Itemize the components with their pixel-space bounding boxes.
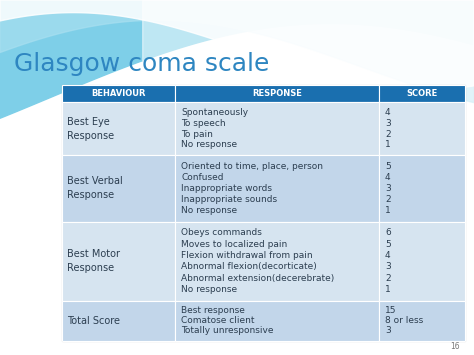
Text: Total Score: Total Score (67, 316, 120, 326)
Text: Inappropriate words: Inappropriate words (181, 184, 272, 193)
Bar (62, 85, 175, 102)
Text: 5: 5 (385, 162, 391, 171)
Text: 3: 3 (385, 119, 391, 128)
Bar (175, 85, 379, 102)
Text: 8 or less: 8 or less (385, 316, 423, 326)
Text: 1: 1 (385, 206, 391, 215)
Text: 6: 6 (385, 228, 391, 237)
Text: 1: 1 (385, 140, 391, 149)
Text: Moves to localized pain: Moves to localized pain (181, 240, 287, 249)
Text: BEHAVIOUR: BEHAVIOUR (91, 89, 146, 98)
Text: 4: 4 (385, 173, 391, 182)
Text: Confused: Confused (181, 173, 224, 182)
Bar (62, 155, 175, 222)
Text: 2: 2 (385, 195, 391, 204)
Bar (62, 102, 175, 155)
Bar (62, 301, 175, 341)
Bar (175, 102, 379, 155)
Bar (379, 85, 465, 102)
Text: 5: 5 (385, 240, 391, 249)
Text: 2: 2 (385, 274, 391, 283)
Text: Best Verbal
Response: Best Verbal Response (67, 176, 123, 200)
Bar (379, 222, 465, 301)
Text: 2: 2 (385, 130, 391, 138)
Text: 3: 3 (385, 326, 391, 335)
Bar (175, 301, 379, 341)
Text: RESPONSE: RESPONSE (252, 89, 302, 98)
Bar (175, 222, 379, 301)
Text: 4: 4 (385, 251, 391, 260)
Text: 16: 16 (450, 343, 460, 351)
Bar (62, 222, 175, 301)
Bar (62, 85, 465, 341)
Text: No response: No response (181, 140, 237, 149)
Text: Oriented to time, place, person: Oriented to time, place, person (181, 162, 323, 171)
Text: 1: 1 (385, 285, 391, 294)
Text: Abnormal flexion(decorticate): Abnormal flexion(decorticate) (181, 262, 317, 272)
Text: No response: No response (181, 285, 237, 294)
Bar (379, 301, 465, 341)
Text: 3: 3 (385, 262, 391, 272)
Bar (175, 155, 379, 222)
Text: No response: No response (181, 206, 237, 215)
Text: 4: 4 (385, 108, 391, 118)
Text: Spontaneously: Spontaneously (181, 108, 248, 118)
Bar (379, 155, 465, 222)
Text: 15: 15 (385, 306, 396, 316)
Bar (379, 102, 465, 155)
Text: Glasgow coma scale: Glasgow coma scale (14, 52, 270, 76)
Text: Flexion withdrawal from pain: Flexion withdrawal from pain (181, 251, 313, 260)
Text: To pain: To pain (181, 130, 213, 138)
Text: Inappropriate sounds: Inappropriate sounds (181, 195, 277, 204)
Text: 3: 3 (385, 184, 391, 193)
Text: SCORE: SCORE (406, 89, 438, 98)
Text: Best Motor
Response: Best Motor Response (67, 249, 120, 273)
Text: Comatose client: Comatose client (181, 316, 255, 326)
Text: To speech: To speech (181, 119, 226, 128)
Text: Best Eye
Response: Best Eye Response (67, 117, 114, 141)
Text: Abnormal extension(decerebrate): Abnormal extension(decerebrate) (181, 274, 334, 283)
Text: Obeys commands: Obeys commands (181, 228, 262, 237)
Text: Totally unresponsive: Totally unresponsive (181, 326, 273, 335)
Text: Best response: Best response (181, 306, 245, 316)
